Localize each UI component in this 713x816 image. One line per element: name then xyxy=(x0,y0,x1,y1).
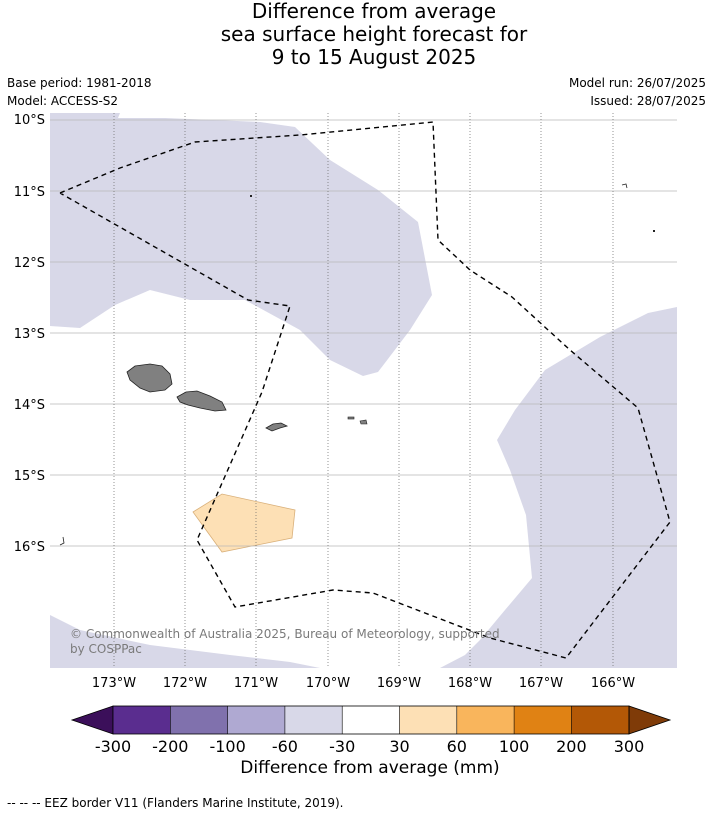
colorbar-bin-1 xyxy=(113,706,171,734)
island-tutuila xyxy=(265,422,289,432)
lon-label-167w: 167°W xyxy=(519,676,563,691)
lon-label-172w: 172°W xyxy=(163,676,207,691)
colorbar-tick-5: 30 xyxy=(389,737,409,756)
lon-label-171w: 171°W xyxy=(234,676,278,691)
lon-label-169w: 169°W xyxy=(377,676,421,691)
lat-label-14s: 14°S xyxy=(14,398,45,413)
island-tokelau-1 xyxy=(621,183,628,189)
lon-label-170w: 170°W xyxy=(306,676,350,691)
colorbar-tick-4: -30 xyxy=(329,737,355,756)
title-line-3: 9 to 15 August 2025 xyxy=(271,45,477,69)
title-line-2: sea surface height forecast for xyxy=(220,22,528,46)
negative-anomaly-region-east xyxy=(440,307,677,668)
colorbar-bin-6 xyxy=(399,706,457,734)
chart-title: Difference from average sea surface heig… xyxy=(0,0,713,69)
colorbar-bin-4 xyxy=(284,706,343,734)
lat-label-11s: 11°S xyxy=(14,185,45,200)
lat-label-16s: 16°S xyxy=(14,540,45,555)
colorbar-extend-high xyxy=(628,705,672,735)
island-rose-atoll xyxy=(59,536,65,546)
title-line-1: Difference from average xyxy=(251,0,497,23)
colorbar-frame xyxy=(112,705,630,735)
island-upolu xyxy=(176,390,227,412)
negative-anomaly-region-north xyxy=(50,113,432,376)
island-swains xyxy=(250,195,252,197)
islands xyxy=(59,183,655,546)
map-plot-area: © Commonwealth of Australia 2025, Bureau… xyxy=(50,113,677,668)
meta-left: Base period: 1981-2018 Model: ACCESS-S2 xyxy=(7,74,152,110)
colorbar-bin-9 xyxy=(571,706,629,734)
colorbar-bin-3 xyxy=(227,706,285,734)
lat-label-13s: 13°S xyxy=(14,327,45,342)
colorbar-bin-2 xyxy=(170,706,228,734)
colorbar-bin-8 xyxy=(514,706,572,734)
colorbar-tick-7: 100 xyxy=(499,737,530,756)
lon-label-173w: 173°W xyxy=(92,676,136,691)
copyright-line-2: by COSPPac xyxy=(70,642,142,656)
lon-labels: 173°W 172°W 171°W 170°W 169°W 168°W 167°… xyxy=(92,676,635,691)
colorbar-label: Difference from average (mm) xyxy=(240,758,500,778)
island-ofu xyxy=(347,416,355,420)
lat-label-15s: 15°S xyxy=(14,469,45,484)
copyright-line-1: © Commonwealth of Australia 2025, Bureau… xyxy=(70,627,500,641)
colorbar-tick-1: -200 xyxy=(152,737,188,756)
lon-label-166w: 166°W xyxy=(591,676,635,691)
island-tau xyxy=(359,419,368,425)
negative-anomaly-region-south xyxy=(50,615,320,668)
colorbar-bin-5 xyxy=(342,706,400,734)
lat-label-10s: 10°S xyxy=(14,113,45,128)
model-name: Model: ACCESS-S2 xyxy=(7,94,119,108)
lat-labels: 10°S 11°S 12°S 13°S 14°S 15°S 16°S xyxy=(14,113,45,555)
grid-lines xyxy=(50,113,677,668)
eez-footer-note: -- -- -- EEZ border V11 (Flanders Marine… xyxy=(7,796,344,810)
colorbar-tick-6: 60 xyxy=(447,737,467,756)
colorbar-tick-0: -300 xyxy=(95,737,131,756)
model-run: Model run: 26/07/2025 xyxy=(568,76,706,90)
colorbar-extend-low xyxy=(70,705,114,735)
colorbar-tick-9: 300 xyxy=(614,737,645,756)
island-tokelau-2 xyxy=(653,230,655,232)
colorbar-tick-3: -60 xyxy=(272,737,298,756)
meta-right: Model run: 26/07/2025 Issued: 28/07/2025 xyxy=(569,74,706,110)
colorbar-bin-7 xyxy=(456,706,515,734)
colorbar-tick-8: 200 xyxy=(556,737,587,756)
colorbar-tick-2: -100 xyxy=(209,737,245,756)
issued-date: Issued: 28/07/2025 xyxy=(590,94,706,108)
lat-label-12s: 12°S xyxy=(14,256,45,271)
positive-anomaly-region xyxy=(192,493,296,553)
colorbar: -300 -200 -100 -60 -30 30 60 100 200 300 xyxy=(70,705,672,756)
base-period: Base period: 1981-2018 xyxy=(7,76,152,90)
island-savaii xyxy=(126,363,173,393)
lon-label-168w: 168°W xyxy=(448,676,492,691)
